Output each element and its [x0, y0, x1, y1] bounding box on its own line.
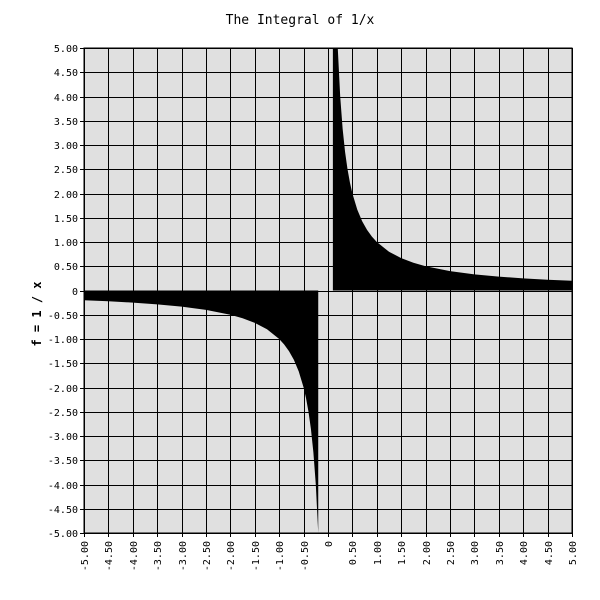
y-tick-label: -1.50: [48, 359, 78, 370]
y-tick-label: -2.50: [48, 408, 78, 419]
x-tick-label: 4.00: [519, 541, 530, 565]
y-tick-label: 2.50: [54, 165, 78, 176]
x-tick-label: 2.00: [422, 541, 433, 565]
y-tick-label: 1.50: [54, 214, 78, 225]
x-tick-label: 2.50: [446, 541, 457, 565]
x-tick-label: 5.00: [568, 541, 579, 565]
x-tick-label: 4.50: [544, 541, 555, 565]
x-tick-label: 0: [324, 541, 335, 547]
x-tick-label: -5.00: [80, 541, 91, 571]
y-tick-label: -2.00: [48, 384, 78, 395]
y-tick-label: -1.00: [48, 335, 78, 346]
y-tick-label: 0.50: [54, 262, 78, 273]
y-tick-label: 2.00: [54, 190, 78, 201]
y-tick-label: -0.50: [48, 311, 78, 322]
y-tick-label: -4.00: [48, 481, 78, 492]
x-tick-label: -1.00: [275, 541, 286, 571]
y-tick-label: -3.00: [48, 432, 78, 443]
chart-title: The Integral of 1/x: [226, 13, 375, 28]
y-axis-label: f = 1 / x: [30, 281, 44, 346]
y-tick-label: -4.50: [48, 505, 78, 516]
x-tick-label: 1.50: [397, 541, 408, 565]
y-tick-label: 1.00: [54, 238, 78, 249]
x-tick-label: 1.00: [373, 541, 384, 565]
y-tick-label: 3.00: [54, 141, 78, 152]
y-tick-label: -5.00: [48, 529, 78, 540]
y-tick-label: 5.00: [54, 44, 78, 55]
x-tick-label: -0.50: [300, 541, 311, 571]
x-tick-label: 3.50: [495, 541, 506, 565]
x-tick-label: -4.00: [129, 541, 140, 571]
y-tick-label: 4.00: [54, 93, 78, 104]
area-series-0: [84, 290, 319, 533]
y-tick-label: 0: [72, 287, 78, 298]
x-tick-label: 0.50: [348, 541, 359, 565]
x-tick-label: -4.50: [104, 541, 115, 571]
y-tick-label: 4.50: [54, 68, 78, 79]
x-tick-label: -2.00: [226, 541, 237, 571]
x-tick-label: -1.50: [251, 541, 262, 571]
x-tick-label: -2.50: [202, 541, 213, 571]
x-tick-label: -3.00: [178, 541, 189, 571]
y-tick-label: -3.50: [48, 456, 78, 467]
x-tick-label: -3.50: [153, 541, 164, 571]
x-tick-label: 3.00: [470, 541, 481, 565]
y-tick-label: 3.50: [54, 117, 78, 128]
